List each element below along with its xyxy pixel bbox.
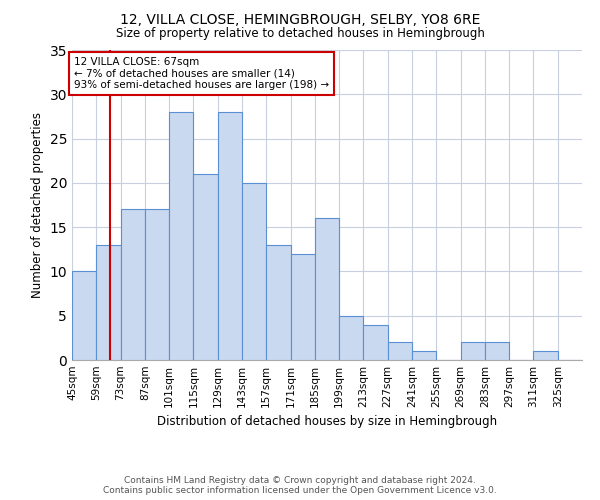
Bar (218, 112, 242, 360)
Bar (242, 183, 266, 360)
X-axis label: Distribution of detached houses by size in Hemingbrough: Distribution of detached houses by size … (157, 416, 497, 428)
Bar (193, 174, 218, 360)
Bar (121, 210, 145, 360)
Bar (412, 351, 436, 360)
Bar (169, 112, 193, 360)
Text: 12, VILLA CLOSE, HEMINGBROUGH, SELBY, YO8 6RE: 12, VILLA CLOSE, HEMINGBROUGH, SELBY, YO… (120, 12, 480, 26)
Text: Contains HM Land Registry data © Crown copyright and database right 2024.
Contai: Contains HM Land Registry data © Crown c… (103, 476, 497, 495)
Bar (485, 342, 509, 360)
Text: 12 VILLA CLOSE: 67sqm
← 7% of detached houses are smaller (14)
93% of semi-detac: 12 VILLA CLOSE: 67sqm ← 7% of detached h… (74, 57, 329, 90)
Bar (533, 351, 558, 360)
Bar (388, 342, 412, 360)
Bar (266, 245, 290, 360)
Bar (315, 218, 339, 360)
Bar (364, 324, 388, 360)
Text: Size of property relative to detached houses in Hemingbrough: Size of property relative to detached ho… (116, 28, 484, 40)
Y-axis label: Number of detached properties: Number of detached properties (31, 112, 44, 298)
Bar (145, 210, 169, 360)
Bar (461, 342, 485, 360)
Bar (290, 254, 315, 360)
Bar (96, 245, 121, 360)
Bar (339, 316, 364, 360)
Bar (72, 272, 96, 360)
